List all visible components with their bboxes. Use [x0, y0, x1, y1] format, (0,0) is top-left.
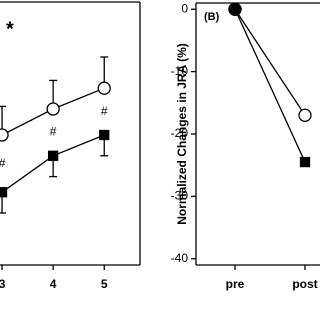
circle-marker [97, 81, 111, 95]
y-tick-label: -30 [171, 189, 189, 203]
square-marker [0, 187, 8, 198]
square-marker [99, 129, 110, 141]
y-tick-label: -20 [171, 126, 189, 140]
circle-marker [228, 2, 242, 16]
annotation: # [0, 156, 6, 170]
y-tick-label: 0 [181, 1, 188, 15]
significance: * [6, 18, 14, 40]
series-line [234, 8, 306, 116]
x-tick-label: 4 [50, 277, 57, 291]
annotation: # [50, 125, 57, 139]
annotation: # [101, 104, 108, 118]
y-tick-label: -40 [171, 251, 189, 265]
panel-label: (B) [204, 11, 220, 23]
y-tick-label: -10 [171, 64, 189, 78]
y-axis-label: Normalized Changes in JRA (%) [175, 43, 189, 225]
circle-marker [46, 102, 60, 116]
series-line [234, 8, 306, 163]
circle-marker [0, 128, 9, 142]
x-tick-label: 3 [0, 277, 6, 291]
circle-marker [298, 108, 312, 122]
x-tick-label: pre [226, 277, 245, 291]
x-tick-label: post [292, 277, 317, 291]
square-marker [47, 150, 59, 161]
x-tick-label: 5 [101, 277, 108, 291]
square-marker [299, 156, 311, 168]
